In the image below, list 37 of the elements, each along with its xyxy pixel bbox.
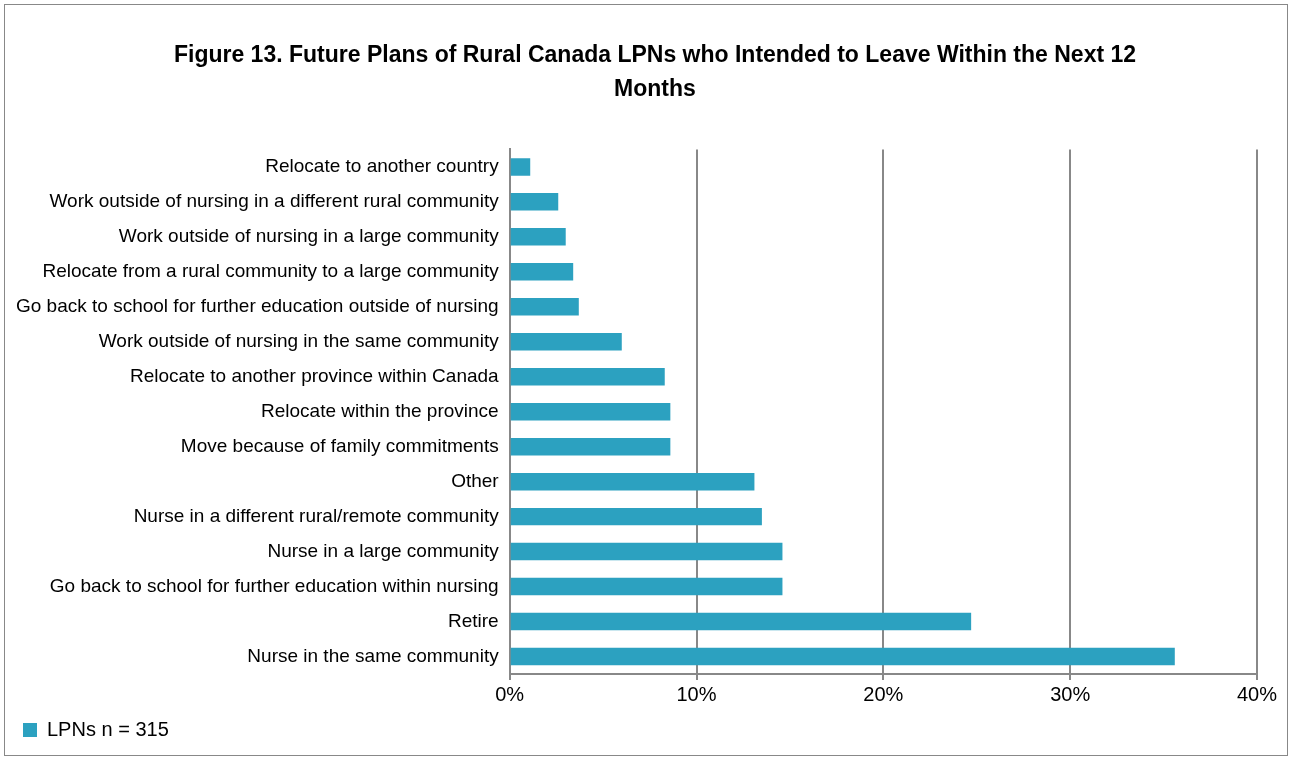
bar: [510, 228, 566, 246]
y-tick-label: Work outside of nursing in the same community: [98, 329, 500, 351]
y-tick-label: Go back to school for further education outside of nursing: [15, 295, 499, 317]
y-tick-label: Other: [451, 469, 500, 491]
y-tick-label: Go back to school for further education within nursing: [49, 574, 499, 596]
y-tick-label: Relocate from a rural community to a large community: [42, 260, 500, 282]
y-tick-label: Nurse in a different rural/remote community: [133, 504, 500, 526]
bar: [510, 298, 579, 316]
y-tick-label: Retire: [447, 609, 499, 631]
bar: [510, 437, 671, 456]
y-tick-label: Relocate to another province within Canada: [130, 364, 500, 386]
bar: [510, 542, 783, 561]
bar: [510, 577, 783, 596]
bar: [510, 333, 622, 351]
bar: [510, 263, 574, 281]
legend-label: LPNs n = 315: [47, 717, 169, 740]
y-tick-label: Relocate within the province: [261, 399, 499, 421]
bar: [510, 193, 559, 211]
bar: [510, 507, 762, 526]
bar: [510, 158, 531, 176]
x-tick-label: 10%: [676, 682, 717, 705]
y-tick-label: Work outside of nursing in a large community: [118, 225, 500, 247]
x-tick-label: 30%: [1050, 682, 1091, 705]
bar: [510, 402, 671, 421]
x-tick-label: 0%: [495, 682, 525, 705]
bar: [510, 472, 755, 491]
x-tick-label: 20%: [863, 682, 904, 705]
y-tick-label: Nurse in a large community: [267, 539, 500, 561]
y-tick-label: Move because of family commitments: [180, 434, 499, 456]
x-tick-label: 40%: [1236, 682, 1278, 705]
y-tick-label: Nurse in the same community: [247, 644, 500, 666]
bar: [510, 367, 665, 386]
bar: [510, 647, 1175, 666]
y-tick-label: Relocate to another country: [265, 155, 500, 177]
y-tick-label: Work outside of nursing in a different rural community: [49, 190, 500, 212]
chart-title: Figure 13. Future Plans of Rural Canada LPNs who Intended to Leave Within the Next 12 Months: [172, 40, 1138, 103]
bar: [510, 612, 972, 631]
